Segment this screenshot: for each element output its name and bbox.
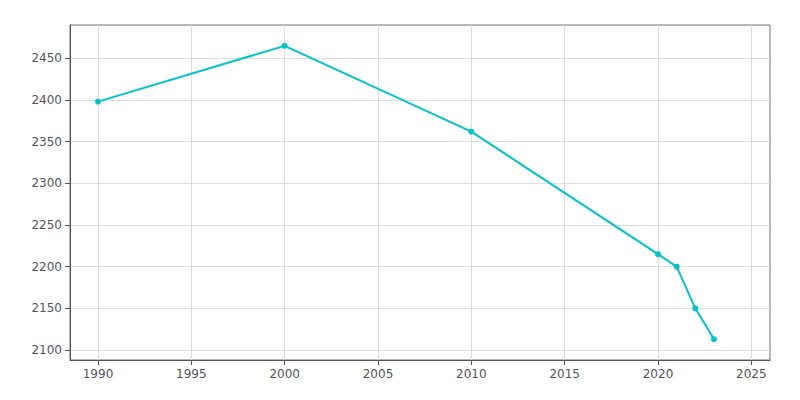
svg-text:2450: 2450 (31, 51, 62, 65)
svg-text:2005: 2005 (363, 367, 394, 381)
svg-text:2100: 2100 (31, 343, 62, 357)
svg-text:2010: 2010 (456, 367, 487, 381)
svg-text:1990: 1990 (83, 367, 114, 381)
svg-text:1995: 1995 (176, 367, 207, 381)
svg-text:2250: 2250 (31, 218, 62, 232)
svg-text:2300: 2300 (31, 176, 62, 190)
svg-text:2020: 2020 (643, 367, 674, 381)
svg-text:2025: 2025 (736, 367, 767, 381)
svg-text:2400: 2400 (31, 93, 62, 107)
svg-text:2000: 2000 (269, 367, 300, 381)
svg-text:2015: 2015 (549, 367, 580, 381)
svg-text:2200: 2200 (31, 260, 62, 274)
svg-text:2350: 2350 (31, 135, 62, 149)
svg-text:2150: 2150 (31, 301, 62, 315)
